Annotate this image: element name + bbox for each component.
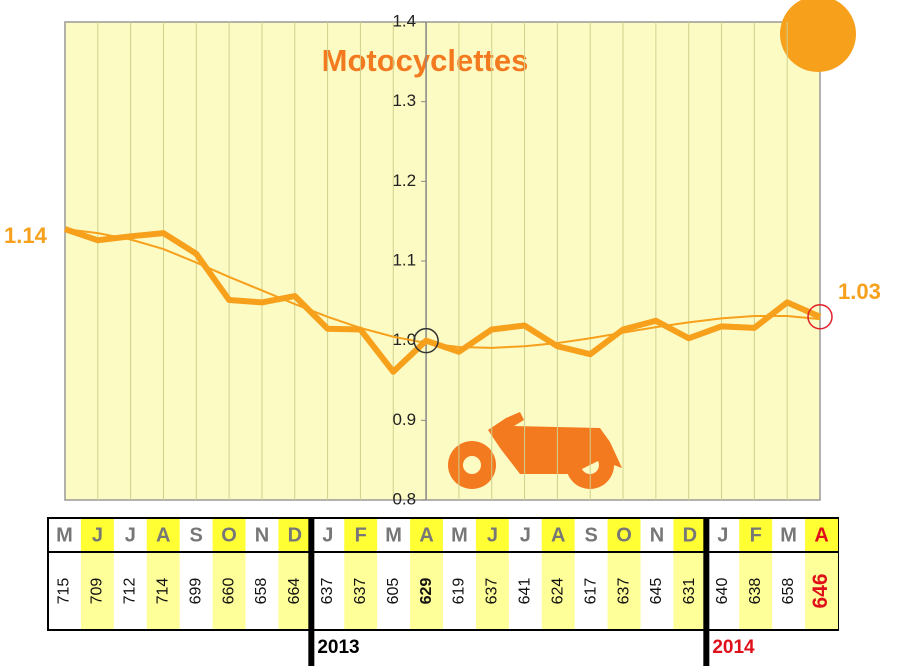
highlight-circle [413, 327, 439, 354]
data-label: 1.03 [838, 279, 881, 304]
cell-bg [146, 519, 180, 552]
month-label: M [780, 524, 797, 546]
cell-bg [739, 519, 773, 552]
count-value: 660 [220, 578, 237, 605]
year-label: 2013 [317, 637, 359, 658]
count-value: 629 [418, 578, 435, 605]
y-tick-label: 1.4 [392, 11, 416, 30]
month-label: S [584, 524, 597, 546]
count-value: 664 [286, 578, 303, 605]
cell-bg [739, 552, 773, 629]
month-label: J [322, 524, 333, 546]
count-value: 699 [187, 578, 204, 605]
count-value: 637 [615, 578, 632, 605]
cell-bg [673, 519, 707, 552]
month-label: M [56, 524, 73, 546]
y-tick-label: 0.8 [392, 489, 416, 508]
month-label: F [355, 524, 367, 546]
cell-bg [410, 519, 443, 552]
cell-bg [278, 552, 312, 629]
month-label: J [487, 524, 498, 546]
cell-bg [344, 519, 378, 552]
month-label: S [189, 524, 202, 546]
cell-bg [80, 519, 114, 552]
cell-bg [344, 552, 378, 629]
month-label: D [683, 524, 697, 546]
y-tick-label: 1.3 [392, 91, 416, 110]
trend-line [64, 228, 821, 349]
count-value: 638 [747, 578, 764, 605]
count-value: 640 [714, 578, 731, 605]
cell-bg [607, 519, 641, 552]
month-label: O [221, 524, 237, 546]
count-value: 624 [549, 578, 566, 605]
count-value: 715 [56, 578, 73, 605]
month-label: A [814, 524, 828, 546]
count-value: 645 [648, 578, 665, 605]
month-label: N [255, 524, 269, 546]
month-label: J [125, 524, 136, 546]
cell-bg [212, 552, 246, 629]
count-value: 637 [319, 578, 336, 605]
month-label: J [520, 524, 531, 546]
month-label: D [288, 524, 302, 546]
count-value: 637 [484, 578, 501, 605]
month-label: F [750, 524, 762, 546]
decor-circle [780, 0, 856, 72]
month-label: M [385, 524, 402, 546]
month-label: O [616, 524, 632, 546]
count-value: 619 [451, 578, 468, 605]
cell-bg [673, 552, 707, 629]
data-table: M 715 J 709 J 712 A 714 S 699 O 660 N 658 D 664 J 637 F 637… [47, 517, 839, 666]
count-value: 641 [517, 578, 534, 605]
cell-bg [541, 519, 575, 552]
chart-title: Motocyclettes [322, 43, 529, 78]
cell-bg [475, 519, 509, 552]
count-value: 617 [582, 578, 599, 605]
count-value: 709 [89, 578, 106, 605]
count-value: 605 [385, 578, 402, 605]
cell-bg [212, 519, 246, 552]
month-label: A [551, 524, 565, 546]
month-label: J [92, 524, 103, 546]
count-value: 637 [352, 578, 369, 605]
month-label: A [156, 524, 170, 546]
cell-bg [805, 519, 838, 552]
count-value: 646 [809, 573, 832, 608]
year-label: 2014 [712, 637, 755, 658]
y-tick-label: 0.9 [392, 410, 416, 429]
plot-area [64, 21, 821, 501]
month-label: M [451, 524, 468, 546]
count-value: 712 [122, 578, 139, 605]
cell-bg [278, 519, 312, 552]
month-label: N [650, 524, 664, 546]
cell-bg [607, 552, 641, 629]
count-value: 714 [154, 578, 171, 605]
cell-bg [146, 552, 180, 629]
count-value: 658 [780, 578, 797, 605]
cell-bg [410, 552, 443, 629]
month-label: A [419, 524, 433, 546]
y-tick-label: 1.1 [392, 250, 416, 269]
y-tick-label: 1.2 [392, 171, 416, 190]
cell-bg [475, 552, 509, 629]
count-value: 631 [681, 578, 698, 605]
cell-bg [805, 552, 838, 629]
data-label: 1.14 [4, 223, 48, 248]
highlight-circle [807, 304, 833, 330]
data-line [64, 226, 822, 375]
cell-bg [80, 552, 114, 629]
cell-bg [541, 552, 575, 629]
count-value: 658 [253, 578, 270, 605]
month-label: J [717, 524, 728, 546]
